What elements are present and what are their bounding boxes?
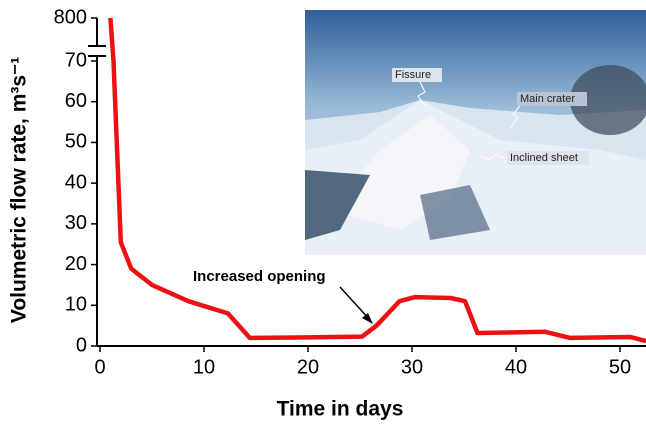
y-tick-label: 30 <box>65 212 87 234</box>
photo-label: Main crater <box>520 93 575 105</box>
annotation-arrowhead <box>362 313 373 324</box>
photo: Fissure Main crater Inclined sheet <box>305 10 646 255</box>
annotation: Increased opening <box>193 268 326 285</box>
y-axis-label: Volumetric flow rate, m³s⁻¹ <box>8 57 31 323</box>
y-tick-label: 50 <box>65 131 87 153</box>
page: {"chart_data": {"type": "line", "x_label… <box>0 0 646 424</box>
photo-label: Inclined sheet <box>510 152 578 164</box>
x-tick-label: 10 <box>193 356 215 378</box>
x-tick-label: 30 <box>401 356 423 378</box>
x-tick-label: 50 <box>609 356 631 378</box>
y-tick-label: 800 <box>54 6 87 28</box>
y-tick-label: 70 <box>65 49 87 71</box>
y-tick-label: 0 <box>76 334 87 356</box>
x-axis-label: Time in days <box>277 398 404 421</box>
x-tick-label: 20 <box>297 356 319 378</box>
y-tick-label: 60 <box>65 90 87 112</box>
chart: Fissure Main crater Inclined sheet Time … <box>0 0 646 424</box>
y-tick-label: 20 <box>65 253 87 275</box>
x-tick-label: 0 <box>94 356 105 378</box>
x-tick-label: 40 <box>505 356 527 378</box>
photo-label: Fissure <box>395 69 431 81</box>
annotation-arrow <box>340 287 370 320</box>
y-tick-label: 10 <box>65 294 87 316</box>
y-tick-label: 40 <box>65 171 87 193</box>
